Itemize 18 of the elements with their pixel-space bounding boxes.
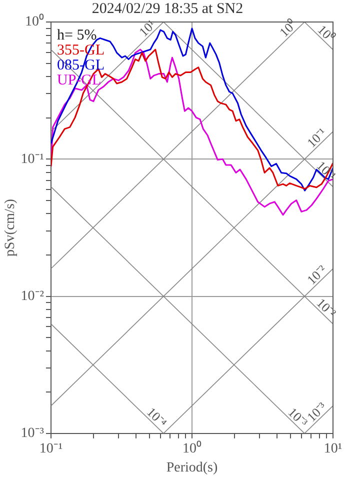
x-tick-label: 10⁰: [182, 440, 202, 456]
text: 10⁻²: [304, 262, 330, 288]
text: 10⁻²: [314, 295, 340, 320]
y-tick-label: 10⁰: [24, 14, 44, 30]
x-tick-label: 10⁻¹: [39, 441, 63, 456]
text: 10⁻⁴: [144, 404, 170, 430]
annotation: h= 5%: [56, 27, 97, 44]
text: 10⁻¹: [314, 158, 340, 184]
chart-title: 2024/02/29 18:35 at SN2: [92, 0, 244, 17]
text: 10¹: [136, 16, 158, 40]
text: 10⁻¹: [304, 124, 330, 150]
y-tick-label: 10⁻¹: [20, 152, 44, 167]
y-tick-label: 10⁻³: [20, 426, 44, 442]
x-axis-title: Period(s): [166, 460, 218, 476]
y-axis-title: pSv(cm/s): [3, 198, 18, 256]
text: 10⁰: [276, 16, 300, 40]
y-tick-label: 10⁻²: [20, 288, 44, 304]
x-tick-label: 10¹: [324, 441, 342, 456]
